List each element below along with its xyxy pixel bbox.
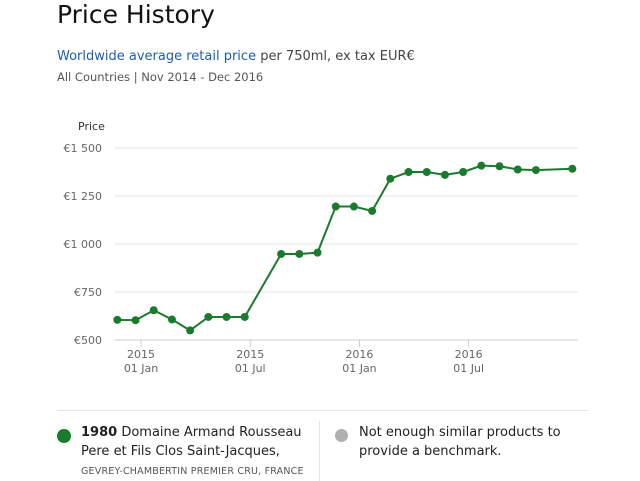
subtitle-text: per 750ml, ex tax EUR€ (256, 49, 415, 64)
x-tick-label: 01 Jul (235, 362, 266, 375)
legend-wine-name: Domaine Armand Rousseau Pere et Fils Clo… (81, 425, 302, 459)
page-title: Price History (57, 0, 215, 29)
data-point[interactable] (131, 316, 140, 325)
benchmark-dot-icon (335, 429, 348, 442)
retail-price-link[interactable]: Worldwide average retail price (57, 49, 257, 64)
series-line (117, 164, 573, 332)
data-point[interactable] (295, 249, 304, 258)
x-tick-label: 01 Jul (453, 362, 484, 375)
data-point[interactable] (204, 312, 213, 321)
x-tick-year: 2016 (455, 348, 483, 361)
data-point[interactable] (422, 168, 431, 176)
y-axis-label: Price (78, 120, 105, 133)
series-dot-icon (57, 429, 71, 443)
data-point[interactable] (349, 202, 358, 211)
legend: 1980 Domaine Armand Rousseau Pere et Fil… (57, 410, 588, 481)
data-point[interactable] (531, 166, 540, 175)
data-point[interactable] (404, 168, 413, 176)
data-point[interactable] (167, 315, 176, 324)
subtitle: Worldwide average retail price per 750ml… (57, 49, 415, 64)
data-point[interactable] (513, 165, 522, 174)
y-tick-label: €1 000 (64, 238, 103, 251)
x-tick-label: 01 Jan (342, 362, 376, 375)
legend-region: GEVREY-CHAMBERTIN PREMIER CRU, FRANCE (81, 466, 304, 477)
legend-item-wine: 1980 Domaine Armand Rousseau Pere et Fil… (57, 421, 320, 481)
y-tick-label: €750 (74, 286, 102, 299)
data-point[interactable] (495, 162, 504, 171)
data-point[interactable] (477, 161, 486, 170)
data-point[interactable] (277, 249, 286, 258)
benchmark-text: Not enough similar products to provide a… (359, 425, 561, 459)
data-point[interactable] (440, 170, 449, 179)
x-tick-year: 2015 (127, 348, 155, 361)
data-point[interactable] (313, 248, 322, 257)
data-point[interactable] (240, 312, 249, 321)
y-tick-label: €500 (74, 334, 102, 347)
x-tick-year: 2016 (345, 348, 373, 361)
data-point[interactable] (459, 168, 468, 176)
data-point[interactable] (149, 306, 158, 315)
data-point[interactable] (331, 202, 340, 211)
y-tick-label: €1 500 (64, 142, 103, 155)
legend-year: 1980 (81, 425, 118, 440)
data-point[interactable] (186, 326, 195, 335)
y-tick-label: €1 250 (64, 190, 103, 203)
x-tick-label: 01 Jan (124, 362, 158, 375)
data-point[interactable] (368, 206, 377, 215)
data-point[interactable] (386, 174, 395, 183)
x-tick-year: 2015 (236, 348, 264, 361)
data-point[interactable] (222, 312, 231, 321)
data-point[interactable] (113, 315, 122, 324)
data-point[interactable] (568, 164, 577, 173)
date-range: All Countries | Nov 2014 - Dec 2016 (57, 70, 264, 84)
